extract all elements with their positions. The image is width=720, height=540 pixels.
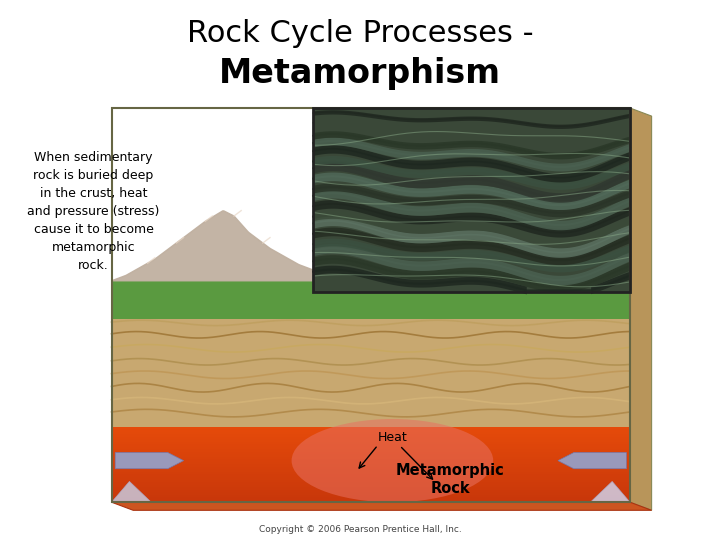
Text: Copyright © 2006 Pearson Prentice Hall, Inc.: Copyright © 2006 Pearson Prentice Hall, … — [258, 524, 462, 534]
Text: When sedimentary
rock is buried deep
in the crust, heat
and pressure (stress)
ca: When sedimentary rock is buried deep in … — [27, 151, 160, 272]
Bar — [112, 487, 630, 490]
Bar — [112, 454, 630, 457]
Bar — [112, 456, 630, 460]
Bar — [112, 474, 630, 477]
Bar — [112, 436, 630, 439]
Text: Heat: Heat — [378, 431, 408, 444]
Bar — [112, 459, 630, 462]
Bar — [112, 434, 630, 437]
FancyArrow shape — [558, 453, 626, 469]
Bar — [313, 108, 630, 292]
Bar — [112, 461, 630, 464]
Bar — [112, 444, 630, 447]
Polygon shape — [112, 211, 349, 281]
Bar — [112, 497, 630, 500]
Text: Metamorphism: Metamorphism — [219, 57, 501, 90]
Bar — [112, 489, 630, 492]
Text: Metamorphic
Rock: Metamorphic Rock — [395, 463, 505, 496]
Bar — [112, 441, 630, 444]
Bar — [112, 476, 630, 480]
Bar — [112, 429, 630, 431]
Bar — [112, 469, 630, 472]
Bar — [112, 281, 630, 319]
Bar — [112, 426, 630, 429]
Text: Rock Cycle Processes -: Rock Cycle Processes - — [186, 19, 534, 48]
Bar — [112, 451, 630, 454]
Bar — [112, 479, 630, 482]
Bar — [112, 491, 630, 495]
Bar — [112, 108, 630, 502]
Polygon shape — [112, 482, 151, 502]
Polygon shape — [112, 502, 652, 510]
Bar — [112, 482, 630, 484]
Bar — [112, 319, 630, 427]
Bar — [112, 467, 630, 469]
Bar — [112, 431, 630, 434]
Bar — [112, 494, 630, 497]
Bar — [112, 464, 630, 467]
Bar — [112, 471, 630, 475]
Bar — [112, 438, 630, 442]
Bar — [112, 446, 630, 449]
Bar — [112, 484, 630, 487]
Polygon shape — [630, 108, 652, 510]
Bar — [112, 499, 630, 502]
FancyArrow shape — [115, 453, 184, 469]
Polygon shape — [590, 482, 630, 502]
Bar — [313, 108, 630, 292]
Bar — [112, 449, 630, 452]
Ellipse shape — [292, 419, 493, 502]
